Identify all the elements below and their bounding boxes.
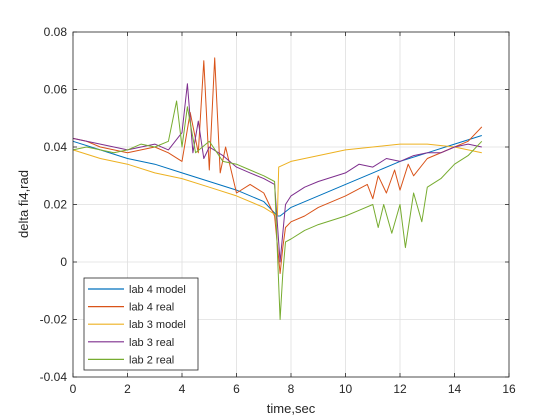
x-tick-label: 2 bbox=[124, 382, 131, 396]
series-line-3 bbox=[72, 143, 482, 217]
y-tick-label: 0.08 bbox=[44, 25, 68, 39]
x-tick-label: 12 bbox=[393, 382, 407, 396]
ticks: 0 2 4 6 8 10 12 14 16 -0.04 -0.02 0 0.02 0.04 0.06 0.08 bbox=[40, 25, 516, 396]
series-line-4 bbox=[72, 83, 482, 263]
legend-label: lab 4 model bbox=[129, 284, 186, 296]
x-tick-label: 10 bbox=[339, 382, 353, 396]
y-tick-label: 0 bbox=[60, 255, 67, 269]
series-line-5 bbox=[72, 100, 483, 320]
legend-label: lab 3 model bbox=[129, 319, 186, 331]
x-tick-label: 6 bbox=[233, 382, 240, 396]
x-tick-label: 4 bbox=[179, 382, 186, 396]
y-tick-label: 0.02 bbox=[44, 198, 68, 212]
series-layer bbox=[72, 57, 483, 320]
y-tick-label: -0.02 bbox=[40, 313, 68, 327]
x-tick-label: 14 bbox=[448, 382, 462, 396]
legend-label: lab 3 real bbox=[129, 337, 174, 349]
series-line-2 bbox=[72, 57, 483, 274]
y-tick-label: 0.04 bbox=[44, 140, 68, 154]
legend: lab 4 model lab 4 real lab 3 model lab 3 re… bbox=[83, 277, 199, 371]
y-tick-label: -0.04 bbox=[40, 370, 68, 384]
y-tick-label: 0.06 bbox=[44, 83, 68, 97]
x-axis-label: time,sec bbox=[267, 401, 316, 416]
y-axis-label: delta fi4,rad bbox=[16, 170, 31, 238]
legend-label: lab 4 real bbox=[129, 302, 174, 314]
x-tick-label: 8 bbox=[288, 382, 295, 396]
legend-label: lab 2 real bbox=[129, 354, 174, 366]
x-tick-label: 16 bbox=[502, 382, 516, 396]
x-tick-label: 0 bbox=[70, 382, 77, 396]
